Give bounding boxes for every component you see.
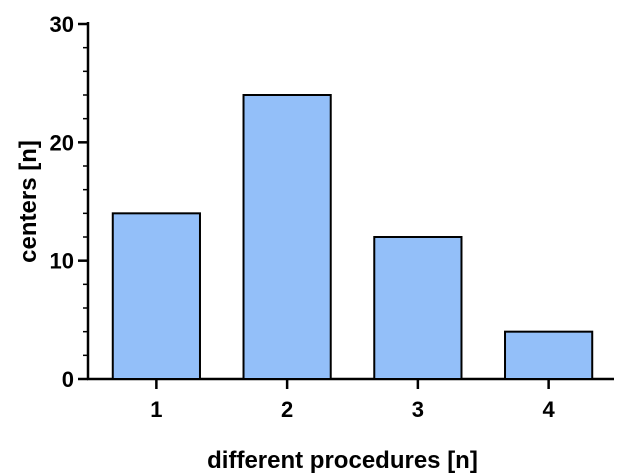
- y-tick-label: 0: [62, 367, 74, 392]
- x-tick-label: 4: [543, 397, 556, 422]
- bar: [111, 212, 201, 380]
- y-tick-label: 30: [50, 12, 74, 37]
- y-ticks: 0 10 20 30: [50, 12, 88, 392]
- x-axis-title: different procedures [n]: [207, 447, 478, 474]
- x-tick-label: 3: [412, 397, 424, 422]
- x-tick-label: 2: [281, 397, 293, 422]
- x-ticks: 1 2 3 4: [150, 379, 556, 422]
- bar: [373, 236, 463, 380]
- y-tick-label: 10: [50, 249, 74, 274]
- y-tick-label: 20: [50, 130, 74, 155]
- y-axis-title: centers [n]: [15, 140, 42, 263]
- bars: [111, 94, 594, 380]
- x-tick-label: 1: [150, 397, 162, 422]
- bar: [504, 330, 594, 380]
- bar: [242, 94, 332, 380]
